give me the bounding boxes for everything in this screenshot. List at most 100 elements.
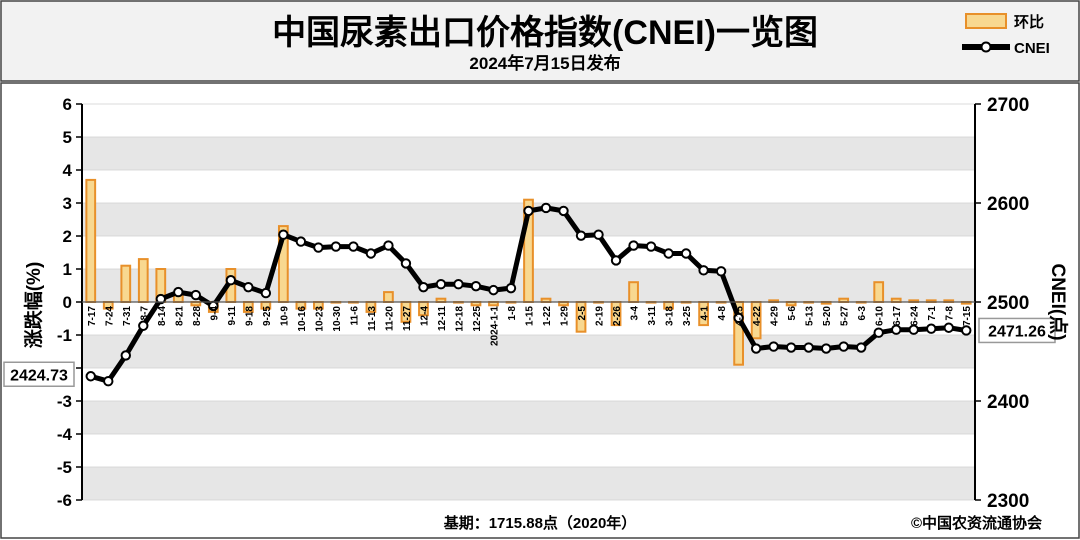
x-tick-label: 7-24 bbox=[104, 306, 115, 326]
cnei-point-7-8 bbox=[943, 322, 954, 333]
legend-bar-label: 环比 bbox=[1014, 13, 1044, 31]
last-value-label: 2471.26 bbox=[988, 323, 1046, 340]
cnei-point-6-24 bbox=[908, 324, 919, 335]
cnei-point-9-18 bbox=[243, 281, 254, 293]
cnei-point-1-8 bbox=[505, 282, 517, 294]
x-tick-label: 2024-1-1 bbox=[489, 306, 500, 346]
cnei-point-6-17 bbox=[891, 324, 902, 335]
cnei-point-10-23 bbox=[313, 242, 324, 253]
x-tick-label: 6-24 bbox=[910, 306, 921, 326]
cnei-point-10-16 bbox=[295, 236, 307, 247]
cnei-point-4-1 bbox=[698, 265, 709, 276]
left-tick-label: 3 bbox=[63, 194, 72, 213]
cnei-point-6-10 bbox=[873, 327, 884, 338]
x-tick-label: 6-10 bbox=[875, 306, 886, 326]
cnei-point-7-15 bbox=[961, 325, 972, 336]
x-tick-label: 11-13 bbox=[367, 306, 378, 331]
cnei-point-11-27 bbox=[400, 258, 412, 269]
cnei-point-2-5 bbox=[575, 230, 587, 241]
x-tick-label: 8-14 bbox=[157, 306, 168, 326]
cnei-point-4-29 bbox=[768, 341, 779, 352]
x-tick-label: 3-25 bbox=[682, 306, 693, 326]
x-tick-label: 9-4 bbox=[209, 306, 220, 321]
cnei-point-7-17 bbox=[85, 371, 96, 382]
cnei-point-4-15 bbox=[733, 312, 744, 324]
cnei-point-11-6 bbox=[348, 241, 359, 252]
x-tick-label: 4-29 bbox=[770, 306, 781, 326]
cnei-point-5-13 bbox=[803, 342, 814, 353]
x-tick-label: 3-11 bbox=[647, 306, 658, 326]
left-tick-label: 2 bbox=[63, 227, 72, 246]
bar-3-4 bbox=[628, 281, 639, 304]
bar-7-31 bbox=[120, 264, 132, 304]
legend: 环比 CNEI bbox=[962, 13, 1050, 57]
left-tick-label: -5 bbox=[57, 458, 72, 477]
bar-7-17 bbox=[85, 178, 97, 303]
base-note: 基期：1715.88点（2020年） bbox=[443, 514, 637, 532]
cnei-point-8-7 bbox=[138, 320, 149, 331]
cnei-point-5-20 bbox=[820, 343, 832, 354]
right-tick-label: 2500 bbox=[987, 293, 1029, 314]
cnei-point-7-24 bbox=[103, 376, 114, 387]
cnei-point-4-22 bbox=[750, 343, 762, 354]
cnei-point-10-9 bbox=[278, 229, 289, 240]
left-tick-label: -6 bbox=[57, 491, 72, 510]
cnei-point-11-20 bbox=[383, 240, 394, 251]
cnei-point-1-15 bbox=[523, 205, 534, 217]
header-panel bbox=[0, 0, 1080, 82]
x-tick-label: 7-1 bbox=[927, 306, 938, 321]
x-tick-label: 6-3 bbox=[857, 306, 868, 321]
x-tick-label: 12-25 bbox=[472, 306, 483, 332]
left-tick-label: 1 bbox=[63, 260, 72, 279]
x-tick-label: 3-4 bbox=[630, 306, 641, 321]
cnei-point-1-29 bbox=[558, 205, 569, 217]
x-tick-label: 5-27 bbox=[840, 306, 851, 326]
left-tick-label: -4 bbox=[57, 425, 73, 444]
x-tick-label: 2-5 bbox=[577, 306, 588, 321]
cnei-point-12-11 bbox=[435, 278, 447, 290]
cnei-point-1-22 bbox=[540, 202, 552, 214]
copyright: ©中国农资流通协会 bbox=[911, 514, 1042, 532]
x-tick-label: 5-6 bbox=[787, 306, 798, 321]
cnei-point-9-11 bbox=[225, 275, 237, 286]
x-tick-label: 10-9 bbox=[279, 306, 290, 326]
x-tick-label: 8-28 bbox=[192, 306, 203, 326]
x-tick-label: 9-11 bbox=[227, 306, 238, 326]
x-tick-label: 5-13 bbox=[805, 306, 816, 326]
x-tick-label: 11-20 bbox=[384, 306, 395, 331]
x-tick-label: 12-11 bbox=[437, 306, 448, 331]
x-tick-label: 8-7 bbox=[139, 306, 150, 321]
cnei-point-11-13 bbox=[365, 248, 377, 259]
cnei-point-9-25 bbox=[260, 287, 272, 299]
legend-bar-swatch bbox=[965, 13, 1007, 29]
bar-6-10 bbox=[873, 281, 885, 304]
cnei-point-12-25 bbox=[470, 280, 482, 292]
left-tick-label: -3 bbox=[57, 392, 72, 411]
cnei-point-2-19 bbox=[593, 229, 604, 240]
cnei-point-2024-1-1 bbox=[488, 284, 499, 296]
right-tick-label: 2400 bbox=[987, 392, 1029, 413]
x-tick-label: 4-8 bbox=[717, 306, 728, 321]
right-axis-title: CNEI(点) bbox=[1047, 263, 1069, 340]
grid-band bbox=[82, 467, 975, 500]
bar-11-20 bbox=[383, 291, 394, 304]
x-tick-label: 10-30 bbox=[332, 306, 343, 332]
x-tick-label: 1-8 bbox=[507, 306, 518, 321]
grid-band bbox=[82, 137, 975, 170]
cnei-point-2-26 bbox=[610, 255, 622, 266]
cnei-point-3-4 bbox=[628, 240, 639, 251]
left-tick-label: 6 bbox=[63, 95, 72, 114]
left-tick-label: 4 bbox=[63, 161, 73, 180]
x-tick-label: 1-22 bbox=[542, 306, 553, 326]
cnei-point-6-3 bbox=[855, 342, 867, 353]
cnei-point-5-6 bbox=[785, 342, 797, 353]
x-tick-label: 2-26 bbox=[612, 306, 623, 326]
line-series bbox=[85, 202, 972, 387]
cnei-point-8-14 bbox=[155, 293, 166, 305]
cnei-point-7-31 bbox=[120, 350, 131, 361]
x-tick-label: 11-27 bbox=[402, 306, 413, 331]
cnei-point-8-21 bbox=[173, 286, 184, 298]
right-tick-label: 2700 bbox=[987, 95, 1029, 116]
x-tick-label: 10-16 bbox=[297, 306, 308, 332]
